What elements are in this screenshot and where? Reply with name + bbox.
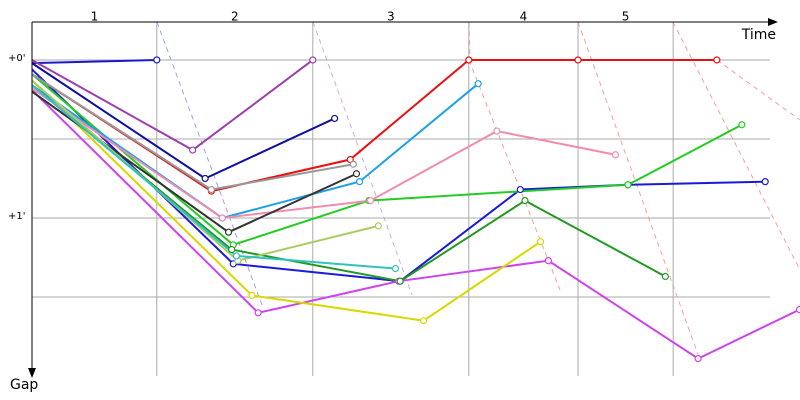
point [153,56,161,64]
point [795,306,800,314]
point [661,272,669,281]
point [248,291,256,300]
leader [716,59,800,121]
leader [312,21,413,296]
x-axis-label: Time [741,27,776,43]
series-line [31,84,396,270]
series-line [31,79,542,322]
point [218,214,226,222]
point [574,56,582,64]
point [201,174,209,183]
point [465,56,473,64]
series-line [31,82,479,220]
lap-label: 5 [622,10,630,24]
point [189,146,197,154]
y-arrow [28,368,36,378]
point [713,56,721,64]
point [611,151,620,159]
point [493,127,501,135]
point [624,181,632,189]
point [536,238,545,246]
leader [156,21,263,306]
point [349,160,357,168]
lap-label: 2 [231,10,239,24]
point [254,309,262,317]
point [761,178,769,186]
series-line [31,59,314,152]
leaders [156,21,800,361]
series-line [31,68,766,283]
leader [672,21,800,271]
lap-label: 3 [387,10,395,24]
point [228,245,236,254]
leader [468,59,561,291]
point [356,178,364,186]
y-tick-label: +0' [8,53,26,64]
point [331,114,339,123]
leader [577,21,701,361]
lap-label: 1 [91,10,99,24]
point [521,197,529,205]
series [31,56,800,363]
point [224,228,233,236]
point [396,277,404,285]
series-line [31,58,157,65]
point [352,170,361,178]
series-line [31,58,717,193]
y-tick-label: +1' [8,211,26,222]
point [232,252,240,260]
point [374,222,382,230]
point [207,185,216,194]
series-line [31,89,800,360]
point [544,257,552,265]
point [694,355,702,363]
y-axis-label: Gap [10,377,38,393]
point [391,264,400,273]
point [366,197,375,205]
leader [468,21,471,61]
point [419,317,428,325]
point [516,185,524,194]
point [309,56,317,64]
lap-label: 4 [520,10,528,24]
point [474,80,482,88]
x-arrow [768,18,778,26]
point [738,121,746,129]
